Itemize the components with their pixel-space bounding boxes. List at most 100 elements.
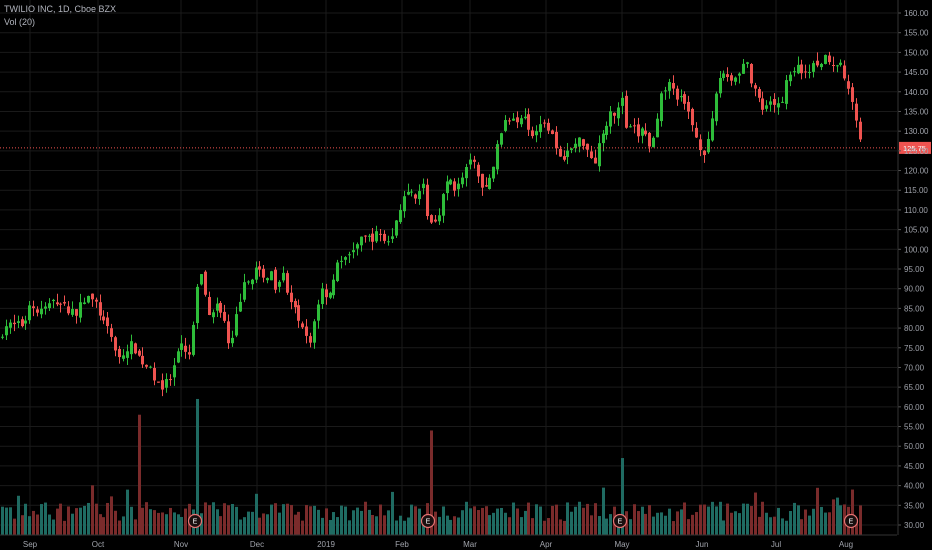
candle-body bbox=[24, 320, 27, 324]
volume-bar bbox=[800, 519, 803, 535]
candle-body bbox=[625, 95, 628, 128]
volume-bar bbox=[56, 508, 59, 535]
volume-bar bbox=[738, 513, 741, 535]
volume-bar bbox=[67, 506, 70, 535]
volume-bar bbox=[21, 515, 24, 535]
volume-bar bbox=[555, 504, 558, 535]
volume-bar bbox=[582, 507, 585, 535]
volume-bar bbox=[114, 510, 117, 535]
time-axis[interactable]: Sep Oct Nov Dec 2019 Feb Mar Apr May Jun Jul Aug bbox=[0, 534, 897, 549]
candle-body bbox=[781, 101, 784, 103]
volume-bar bbox=[231, 504, 234, 535]
candle-body bbox=[535, 131, 538, 136]
volume-bar bbox=[5, 507, 8, 535]
earnings-marker[interactable] bbox=[612, 513, 628, 529]
candle-body bbox=[270, 271, 273, 281]
volume-bar bbox=[403, 520, 406, 535]
y-tick-label: 145.00 bbox=[904, 68, 929, 77]
price-axis[interactable]: 30.00 35.00 40.00 45.00 50.00 55.00 60.00 65.00… bbox=[897, 0, 929, 535]
candle-body bbox=[516, 117, 519, 123]
volume-bar bbox=[294, 514, 297, 535]
volume-bar bbox=[641, 506, 644, 535]
volume-bar bbox=[360, 510, 363, 535]
candle-body bbox=[157, 381, 160, 383]
volume-bar bbox=[438, 516, 441, 535]
volume-bar bbox=[344, 506, 347, 535]
candle-body bbox=[368, 235, 371, 237]
candle-body bbox=[605, 125, 608, 135]
volume-bar bbox=[598, 516, 601, 535]
y-tick-label: 120.00 bbox=[904, 167, 929, 176]
earnings-marker[interactable] bbox=[187, 513, 203, 529]
y-tick-label: 130.00 bbox=[904, 127, 929, 136]
volume-bar bbox=[551, 505, 554, 535]
candle-body bbox=[680, 96, 683, 98]
y-tick-label: 85.00 bbox=[904, 304, 925, 313]
candle-body bbox=[426, 184, 429, 217]
symbol-legend[interactable]: TWILIO INC, 1D, Cboe BZX bbox=[4, 4, 117, 14]
candle-body bbox=[32, 306, 35, 309]
candle-body bbox=[769, 101, 772, 105]
candle-body bbox=[59, 303, 62, 305]
candle-body bbox=[262, 268, 265, 278]
volume-bar bbox=[149, 509, 152, 535]
volume-bar bbox=[17, 495, 20, 535]
candle-body bbox=[204, 271, 207, 295]
candle-body bbox=[824, 54, 827, 64]
candle-body bbox=[114, 337, 117, 351]
earnings-marker[interactable] bbox=[843, 513, 859, 529]
candle-body bbox=[812, 63, 815, 72]
candle-body bbox=[761, 98, 764, 110]
volume-bar bbox=[297, 511, 300, 535]
candle-body bbox=[391, 236, 394, 239]
volume-legend[interactable]: Vol (20) bbox=[4, 17, 36, 27]
volume-bar bbox=[138, 414, 141, 535]
volume-bar bbox=[855, 519, 858, 535]
volume-bar bbox=[711, 501, 714, 535]
candle-body bbox=[56, 302, 59, 305]
x-tick-label: Dec bbox=[250, 540, 264, 549]
candle-body bbox=[473, 159, 476, 162]
x-tick-label: Mar bbox=[463, 540, 477, 549]
volume-bar bbox=[605, 518, 608, 535]
candle-body bbox=[87, 295, 90, 303]
last-price-line: 125.75 bbox=[0, 141, 931, 154]
candle-body bbox=[208, 297, 211, 315]
volume-bar bbox=[637, 511, 640, 535]
candle-body bbox=[192, 324, 195, 355]
y-tick-label: 70.00 bbox=[904, 363, 925, 372]
volume-bar bbox=[371, 515, 374, 535]
volume-bar bbox=[102, 517, 105, 535]
volume-bar bbox=[687, 519, 690, 535]
candle-body bbox=[816, 60, 819, 66]
candle-body bbox=[777, 103, 780, 108]
volume-bar bbox=[395, 520, 398, 535]
volume-bar bbox=[63, 520, 66, 535]
x-tick-label: Apr bbox=[540, 540, 553, 549]
candle-body bbox=[531, 130, 534, 137]
candle-body bbox=[609, 111, 612, 127]
candle-body bbox=[294, 300, 297, 308]
earnings-marker[interactable] bbox=[420, 513, 436, 529]
y-tick-label: 160.00 bbox=[904, 9, 929, 18]
candle-body bbox=[340, 260, 343, 262]
volume-bar bbox=[200, 513, 203, 535]
volume-bar bbox=[270, 504, 273, 535]
volume-bar bbox=[247, 511, 250, 535]
candle-body bbox=[258, 266, 261, 270]
candle-body bbox=[839, 62, 842, 65]
candle-body bbox=[251, 279, 254, 285]
y-tick-label: 40.00 bbox=[904, 482, 925, 491]
volume-bar bbox=[99, 514, 102, 535]
volume-bar bbox=[126, 489, 129, 535]
volume-bar bbox=[492, 512, 495, 535]
volume-bar bbox=[434, 511, 437, 535]
candle-body bbox=[177, 351, 180, 363]
volume-bar bbox=[828, 512, 831, 535]
volume-bar bbox=[216, 509, 219, 535]
candle-body bbox=[836, 65, 839, 67]
last-price-tag[interactable] bbox=[899, 141, 931, 154]
volume-bar bbox=[726, 503, 729, 535]
y-tick-label: 105.00 bbox=[904, 226, 929, 235]
